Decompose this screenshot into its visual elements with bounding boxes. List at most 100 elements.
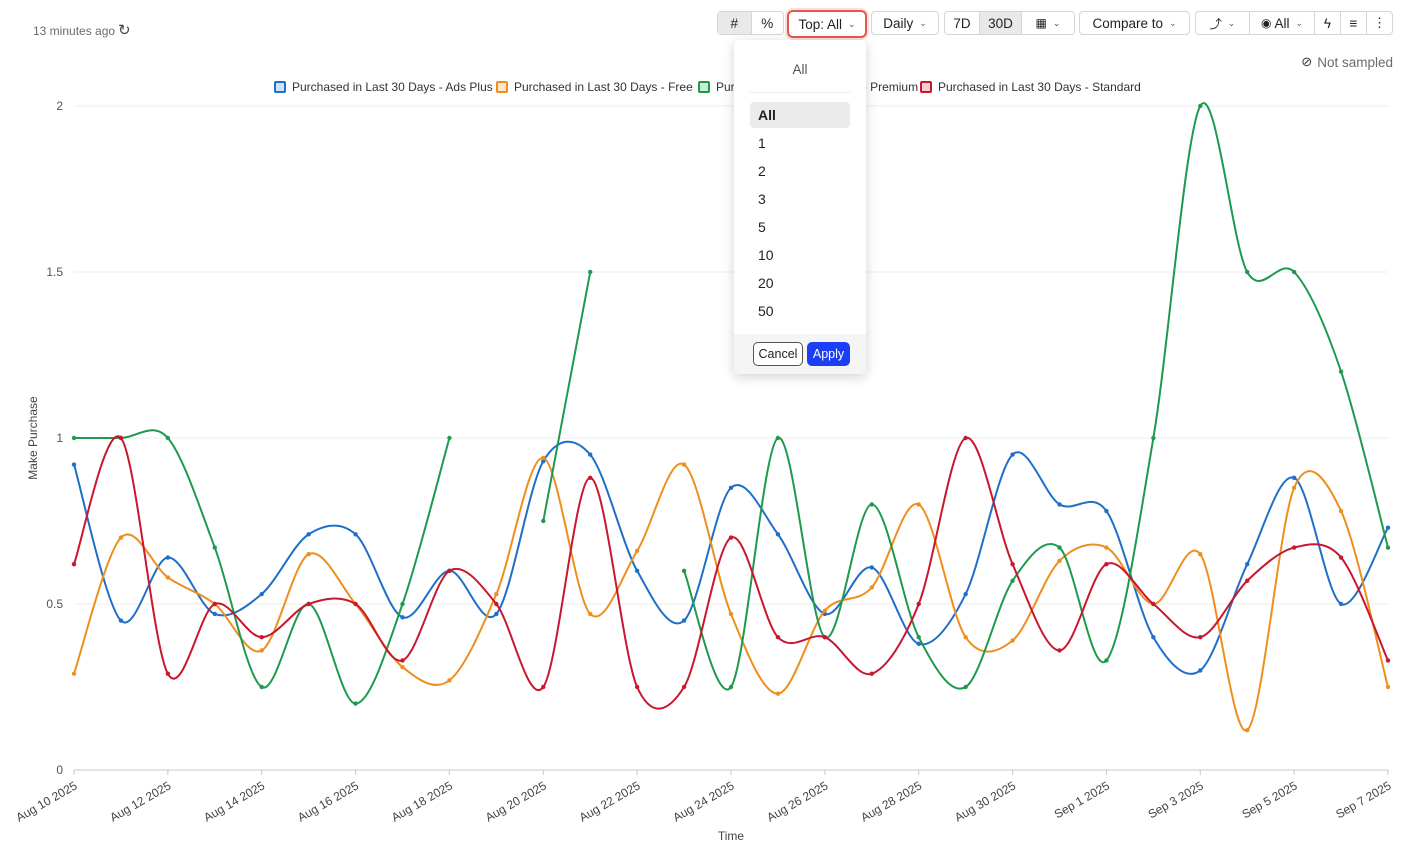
range-30d-label: 30D bbox=[988, 15, 1013, 31]
data-point bbox=[869, 671, 874, 676]
data-point bbox=[306, 532, 311, 537]
x-tick-label: Sep 3 2025 bbox=[1146, 778, 1206, 821]
top-n-option[interactable]: 3 bbox=[758, 191, 766, 207]
top-n-option[interactable]: All bbox=[750, 102, 850, 128]
last-updated-text: 13 minutes ago bbox=[33, 24, 116, 38]
top-n-menu-header: All bbox=[792, 62, 808, 77]
data-point bbox=[259, 648, 264, 653]
display-mode-toggle: # % bbox=[717, 11, 784, 35]
data-point bbox=[681, 462, 687, 467]
x-tick-label: Aug 18 2025 bbox=[389, 778, 455, 824]
data-point bbox=[1198, 103, 1203, 109]
number-format-icon[interactable]: # bbox=[718, 12, 751, 34]
chart-options-group: ⤴ ⌄ ◉ All ⌄ ϟ ≡ ⋮ bbox=[1195, 11, 1393, 35]
cancel-button[interactable]: Cancel bbox=[753, 342, 803, 366]
top-n-dropdown-button[interactable]: Top: All ⌄ bbox=[787, 10, 867, 38]
x-tick-label: Aug 28 2025 bbox=[858, 778, 924, 824]
data-point bbox=[71, 561, 77, 567]
data-point bbox=[1291, 545, 1297, 550]
not-sampled-label: Not sampled bbox=[1317, 54, 1393, 70]
sampling-status: ⊘ Not sampled bbox=[1301, 54, 1393, 70]
chart-type-button[interactable]: ⤴ ⌄ bbox=[1196, 12, 1249, 34]
data-point bbox=[1338, 601, 1344, 607]
data-point bbox=[447, 435, 452, 441]
legend-label: Purchased in Last 30 Days - Standard bbox=[938, 80, 1141, 94]
chevron-down-icon: ⌄ bbox=[1169, 17, 1177, 28]
x-axis-title: Time bbox=[717, 829, 745, 843]
data-point bbox=[681, 568, 687, 573]
more-options-icon[interactable]: ⋮ bbox=[1366, 12, 1392, 34]
legend-swatch bbox=[920, 81, 932, 93]
data-point bbox=[1291, 269, 1297, 275]
data-point bbox=[775, 435, 781, 441]
top-n-option[interactable]: 50 bbox=[758, 303, 774, 319]
compare-to-label: Compare to bbox=[1092, 15, 1163, 31]
top-n-option[interactable]: 2 bbox=[758, 163, 766, 179]
visibility-label: All bbox=[1274, 15, 1290, 31]
y-tick-label: 0.5 bbox=[46, 597, 63, 611]
top-n-option[interactable]: 10 bbox=[758, 247, 774, 263]
eye-icon: ◉ bbox=[1260, 16, 1272, 30]
series-line bbox=[683, 102, 1389, 691]
data-point bbox=[400, 601, 405, 607]
data-point bbox=[775, 532, 781, 537]
legend-item-free[interactable]: Purchased in Last 30 Days - Free bbox=[496, 80, 693, 94]
x-tick-label: Aug 14 2025 bbox=[201, 778, 267, 824]
refresh-icon[interactable]: ↻ bbox=[118, 22, 131, 39]
visibility-dropdown[interactable]: ◉ All ⌄ bbox=[1249, 12, 1314, 34]
data-point bbox=[353, 701, 358, 706]
toolbar: 13 minutes ago ↻ # % Top: All ⌄ Daily ⌄ … bbox=[0, 0, 1409, 50]
data-point bbox=[306, 601, 311, 607]
percent-format-icon[interactable]: % bbox=[750, 12, 784, 34]
data-point bbox=[353, 601, 358, 607]
divider bbox=[750, 92, 850, 93]
data-point bbox=[1385, 525, 1391, 530]
data-point bbox=[259, 591, 264, 597]
compare-to-dropdown[interactable]: Compare to ⌄ bbox=[1079, 11, 1190, 35]
data-point bbox=[1385, 545, 1391, 550]
data-point bbox=[916, 635, 921, 640]
data-point bbox=[634, 568, 640, 573]
data-point bbox=[1385, 684, 1391, 690]
data-point bbox=[1151, 601, 1156, 607]
legend-swatch bbox=[496, 81, 508, 93]
data-point bbox=[353, 532, 358, 537]
data-point bbox=[71, 671, 77, 676]
data-point bbox=[212, 601, 217, 607]
data-point bbox=[681, 618, 687, 623]
y-tick-label: 1.5 bbox=[46, 265, 63, 279]
data-point bbox=[212, 611, 217, 617]
data-point bbox=[400, 658, 405, 663]
top-n-option[interactable]: 1 bbox=[758, 135, 766, 151]
calendar-icon: ▦ bbox=[1035, 16, 1047, 30]
data-point bbox=[775, 691, 781, 696]
apply-button[interactable]: Apply bbox=[807, 342, 850, 366]
chevron-down-icon: ⌄ bbox=[919, 17, 927, 28]
range-30d-button[interactable]: 30D bbox=[979, 12, 1021, 34]
data-point bbox=[916, 601, 921, 607]
data-point bbox=[1151, 435, 1156, 441]
data-point bbox=[165, 671, 171, 676]
top-n-option[interactable]: 5 bbox=[758, 219, 766, 235]
legend-item-standard[interactable]: Purchased in Last 30 Days - Standard bbox=[920, 80, 1141, 94]
data-point bbox=[71, 462, 77, 467]
x-tick-label: Sep 1 2025 bbox=[1052, 778, 1112, 821]
granularity-dropdown[interactable]: Daily ⌄ bbox=[871, 11, 939, 35]
top-n-option[interactable]: 20 bbox=[758, 275, 774, 291]
lightning-icon[interactable]: ϟ bbox=[1314, 12, 1340, 34]
filter-icon[interactable]: ≡ bbox=[1340, 12, 1366, 34]
data-point bbox=[1057, 558, 1062, 564]
calendar-picker-button[interactable]: ▦ ⌄ bbox=[1021, 12, 1074, 34]
data-point bbox=[1198, 552, 1203, 557]
data-point bbox=[541, 455, 546, 461]
data-point bbox=[118, 618, 124, 623]
data-point bbox=[494, 611, 499, 617]
data-point bbox=[1104, 508, 1109, 514]
granularity-label: Daily bbox=[883, 15, 914, 31]
legend-item-ads-plus[interactable]: Purchased in Last 30 Days - Ads Plus bbox=[274, 80, 493, 94]
data-point bbox=[916, 502, 921, 507]
series-line bbox=[542, 271, 592, 522]
range-7d-button[interactable]: 7D bbox=[945, 12, 979, 34]
data-point bbox=[822, 635, 828, 640]
